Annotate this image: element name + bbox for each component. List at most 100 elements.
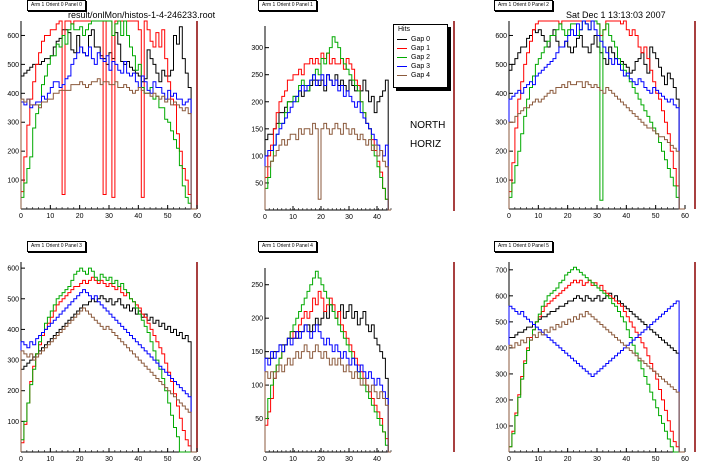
x-tick-label: 30	[593, 456, 601, 463]
histogram-series-gap-2	[264, 270, 391, 453]
date-label: Sat Dec 1 13:13:03 2007	[566, 10, 666, 20]
y-tick-label: 200	[251, 99, 263, 106]
y-tick-label: 100	[495, 423, 507, 430]
y-tick-label: 600	[495, 33, 507, 40]
panel-5-title: Arm 1 Orient 0 Panel 5	[494, 241, 553, 252]
x-tick-label: 10	[534, 456, 542, 463]
y-tick-label: 700	[495, 267, 507, 274]
histogram-series-gap-4	[264, 344, 391, 453]
y-tick-label: 300	[251, 45, 263, 52]
y-tick-label: 200	[495, 397, 507, 404]
histogram-series-gap-0	[20, 295, 197, 453]
horiz-label: HORIZ	[410, 139, 442, 150]
histogram-series-gap-0	[264, 74, 391, 211]
panel-3-title: Arm 1 Orient 0 Panel 3	[27, 241, 86, 252]
file-label: result/onlMon/histos-1-4-246233.root	[68, 10, 216, 20]
x-tick-label: 10	[46, 213, 54, 220]
y-tick-label: 250	[251, 72, 263, 79]
legend-swatch	[397, 56, 407, 58]
x-tick-label: 20	[564, 213, 572, 220]
x-tick-label: 50	[652, 456, 660, 463]
x-tick-label: 30	[345, 456, 353, 463]
y-tick-label: 100	[7, 178, 19, 185]
y-tick-label: 400	[7, 91, 19, 98]
legend-swatch	[397, 47, 407, 49]
y-tick-label: 400	[495, 345, 507, 352]
x-tick-label: 60	[193, 456, 201, 463]
legend-label: Gap 3	[411, 63, 431, 70]
x-tick-label: 40	[622, 213, 630, 220]
histogram-series-gap-1	[508, 20, 685, 210]
x-tick-label: 0	[263, 456, 267, 463]
y-tick-label: 200	[7, 149, 19, 156]
y-tick-label: 200	[495, 149, 507, 156]
x-tick-label: 0	[263, 214, 267, 221]
y-tick-label: 300	[495, 371, 507, 378]
y-tick-label: 200	[7, 388, 19, 395]
histogram-series-gap-3	[264, 324, 391, 453]
x-tick-label: 60	[193, 213, 201, 220]
y-tick-label: 600	[495, 293, 507, 300]
histogram-series-gap-4	[508, 311, 685, 453]
histogram-series-gap-1	[20, 276, 197, 453]
histogram-series-gap-2	[20, 20, 197, 210]
y-tick-label: 50	[255, 180, 263, 187]
histogram-series-gap-1	[20, 20, 197, 210]
x-tick-label: 30	[105, 213, 113, 220]
legend-swatch	[397, 65, 407, 67]
x-tick-label: 0	[19, 213, 23, 220]
x-tick-label: 20	[317, 456, 325, 463]
panel-0-title: Arm 1 Orient 0 Panel 0	[27, 0, 86, 11]
histogram-series-gap-0	[508, 292, 685, 453]
x-tick-label: 0	[19, 456, 23, 463]
histogram-series-gap-2	[508, 266, 685, 453]
legend-swatch	[397, 74, 407, 76]
x-tick-label: 10	[289, 456, 297, 463]
x-tick-label: 50	[164, 456, 172, 463]
x-tick-label: 40	[134, 456, 142, 463]
x-tick-label: 20	[76, 456, 84, 463]
x-tick-label: 50	[652, 213, 660, 220]
histogram-series-gap-2	[20, 267, 197, 453]
y-tick-label: 200	[251, 316, 263, 323]
x-tick-label: 30	[105, 456, 113, 463]
histogram-series-gap-0	[20, 26, 197, 210]
y-tick-label: 600	[7, 266, 19, 273]
y-tick-label: 50	[255, 416, 263, 423]
histogram-series-gap-1	[264, 52, 391, 211]
y-tick-label: 400	[7, 327, 19, 334]
legend-header: Hits	[398, 26, 411, 33]
legend-entry: Gap 2	[397, 53, 430, 62]
histogram-series-gap-3	[508, 300, 685, 453]
y-tick-label: 100	[251, 383, 263, 390]
histogram-series-gap-2	[508, 20, 685, 210]
legend-swatch	[397, 38, 407, 40]
legend-entry: Gap 3	[397, 62, 430, 71]
legend-label: Gap 4	[411, 72, 431, 79]
histogram-series-gap-0	[508, 29, 685, 210]
x-tick-label: 30	[345, 214, 353, 221]
y-tick-label: 150	[251, 349, 263, 356]
histogram-series-gap-1	[508, 279, 685, 453]
panel-1-title: Arm 1 Orient 0 Panel 1	[258, 0, 317, 11]
legend-label: Gap 0	[411, 36, 431, 43]
x-tick-label: 20	[564, 456, 572, 463]
x-tick-label: 60	[681, 213, 689, 220]
y-tick-label: 600	[7, 33, 19, 40]
legend: Hits Gap 0 Gap 1 Gap 2 Gap 3 Gap 4	[393, 24, 448, 88]
x-tick-label: 30	[593, 213, 601, 220]
x-tick-label: 40	[134, 213, 142, 220]
x-tick-label: 10	[534, 213, 542, 220]
legend-label: Gap 2	[411, 54, 431, 61]
y-tick-label: 300	[7, 358, 19, 365]
y-tick-label: 300	[7, 120, 19, 127]
x-tick-label: 0	[507, 456, 511, 463]
x-tick-label: 40	[373, 456, 381, 463]
legend-label: Gap 1	[411, 45, 431, 52]
y-tick-label: 100	[7, 419, 19, 426]
histogram-series-gap-3	[264, 74, 391, 211]
y-tick-label: 100	[495, 178, 507, 185]
legend-entry: Gap 1	[397, 44, 430, 53]
x-tick-label: 10	[46, 456, 54, 463]
panel-4-title: Arm 1 Orient 0 Panel 4	[258, 241, 317, 252]
